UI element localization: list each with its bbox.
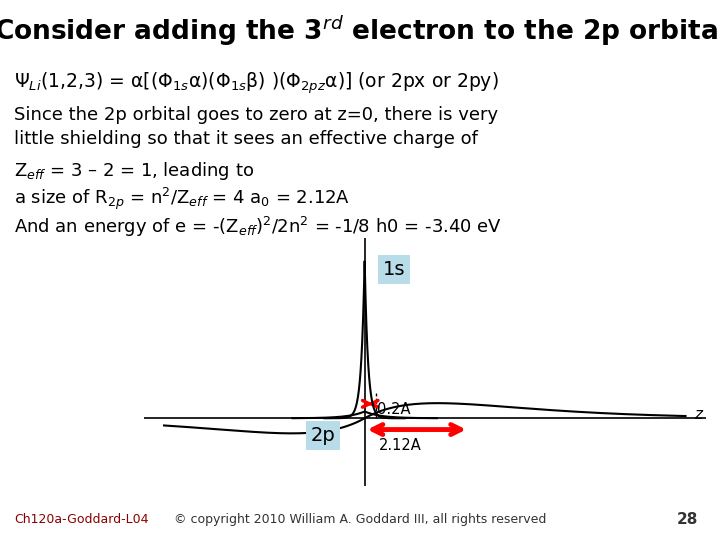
Text: © copyright 2010 William A. Goddard III, all rights reserved: © copyright 2010 William A. Goddard III,… xyxy=(174,513,546,526)
Text: 2p: 2p xyxy=(310,426,336,445)
Text: 2.12A: 2.12A xyxy=(379,438,421,453)
Text: Ψ$_{Li}$(1,2,3) = α[(Φ$_{1s}$α)(Φ$_{1s}$β) )(Φ$_{2pz}$α)] (or 2px or 2py): Ψ$_{Li}$(1,2,3) = α[(Φ$_{1s}$α)(Φ$_{1s}$… xyxy=(14,70,499,96)
Text: And an energy of e = -(Z$_{eff}$)$^2$/2n$^2$ = -1/8 h0 = -3.40 eV: And an energy of e = -(Z$_{eff}$)$^2$/2n… xyxy=(14,215,503,239)
Text: 0.2A: 0.2A xyxy=(377,402,411,417)
Text: little shielding so that it sees an effective charge of: little shielding so that it sees an effe… xyxy=(14,130,478,148)
Text: Consider adding the 3$^{rd}$ electron to the 2p orbital: Consider adding the 3$^{rd}$ electron to… xyxy=(0,14,720,48)
Text: Ch120a-Goddard-L04: Ch120a-Goddard-L04 xyxy=(14,513,149,526)
Text: z: z xyxy=(693,407,701,422)
Text: 28: 28 xyxy=(677,512,698,527)
Text: a size of R$_{2p}$ = n$^2$/Z$_{eff}$ = 4 a$_0$ = 2.12A: a size of R$_{2p}$ = n$^2$/Z$_{eff}$ = 4… xyxy=(14,186,351,212)
Text: 1s: 1s xyxy=(383,260,405,279)
Text: Since the 2p orbital goes to zero at z=0, there is very: Since the 2p orbital goes to zero at z=0… xyxy=(14,106,498,124)
Text: Z$_{eff}$ = 3 – 2 = 1, leading to: Z$_{eff}$ = 3 – 2 = 1, leading to xyxy=(14,160,254,182)
